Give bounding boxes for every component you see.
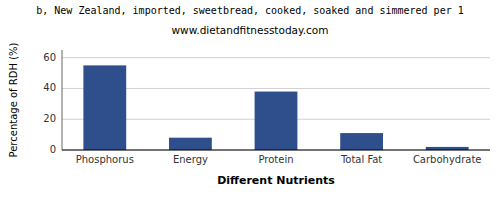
- chart: 0 20 40 60 Phosphorus Energy Protein Total Fat C…: [0, 0, 500, 200]
- y-axis-line: [62, 50, 63, 150]
- x-tick-label: Phosphorus: [76, 154, 134, 165]
- y-tick-label: 40: [43, 82, 56, 93]
- y-axis-label: Percentage of RDH (%): [8, 42, 19, 157]
- subtitle: www.dietandfitnesstoday.com: [172, 24, 329, 36]
- title: b, New Zealand, imported, sweetbread, co…: [36, 5, 463, 16]
- x-tick-label: Carbohydrate: [413, 154, 482, 165]
- x-axis-label: Different Nutrients: [217, 174, 335, 187]
- grid-line: [62, 57, 490, 58]
- x-tick-label: Total Fat: [340, 154, 382, 165]
- y-tick-label: 0: [50, 144, 56, 155]
- y-tick-label: 60: [43, 52, 56, 63]
- x-tick-label: Protein: [258, 154, 293, 165]
- chart-container: 0 20 40 60 Phosphorus Energy Protein Total Fat C…: [0, 0, 500, 200]
- bars: [83, 65, 468, 150]
- bar: [83, 65, 126, 150]
- y-tick-label: 20: [43, 113, 56, 124]
- bar: [169, 138, 212, 150]
- bar: [255, 92, 298, 150]
- x-axis-line: [62, 150, 490, 151]
- bar: [340, 133, 383, 150]
- x-tick-label: Energy: [173, 154, 208, 165]
- grid-line: [62, 150, 490, 151]
